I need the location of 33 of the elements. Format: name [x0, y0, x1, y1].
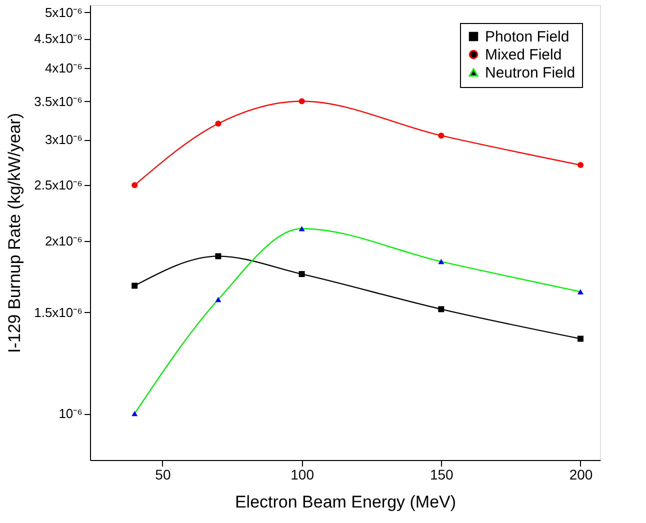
y-tick-label: 2.5x10⁻⁶	[34, 178, 82, 193]
legend-label: Neutron Field	[485, 64, 576, 82]
y-tick-label: 10⁻⁶	[58, 406, 82, 422]
y-tick-label: 4x10⁻⁶	[44, 60, 82, 76]
y-axis-title: I-129 Burnup Rate (kg/kW/year)	[5, 113, 24, 353]
point	[132, 410, 138, 416]
point	[298, 226, 305, 232]
point	[298, 271, 305, 278]
point	[577, 289, 584, 294]
y-tick-label: 5x10⁻⁶	[44, 4, 82, 20]
point	[577, 336, 584, 342]
x-axis-title: Electron Beam Energy (MeV)	[234, 492, 456, 512]
y-tick-label: 1.5x10⁻⁶	[34, 304, 82, 320]
point	[215, 120, 222, 127]
point	[438, 132, 444, 139]
point	[132, 182, 138, 188]
point	[438, 258, 444, 264]
y-tick-label: 4.5x10⁻⁶	[34, 31, 82, 46]
point	[132, 282, 138, 289]
y-tick-label: 2x10⁻⁶	[44, 233, 82, 248]
y-tick-label: 3x10⁻⁶	[44, 132, 82, 148]
x-tick-label: 100	[290, 466, 314, 482]
point	[577, 162, 584, 168]
x-tick-label: 50	[155, 466, 171, 482]
x-tick-label: 200	[569, 466, 593, 482]
point	[215, 296, 222, 302]
point	[438, 306, 444, 312]
x-tick-label: 150	[430, 466, 454, 482]
legend-label: Mixed Field	[485, 46, 562, 64]
point	[215, 253, 222, 260]
legend-label: Photon Field	[485, 28, 570, 46]
point	[298, 98, 305, 104]
y-tick-label: 3.5x10⁻⁶	[34, 94, 82, 109]
